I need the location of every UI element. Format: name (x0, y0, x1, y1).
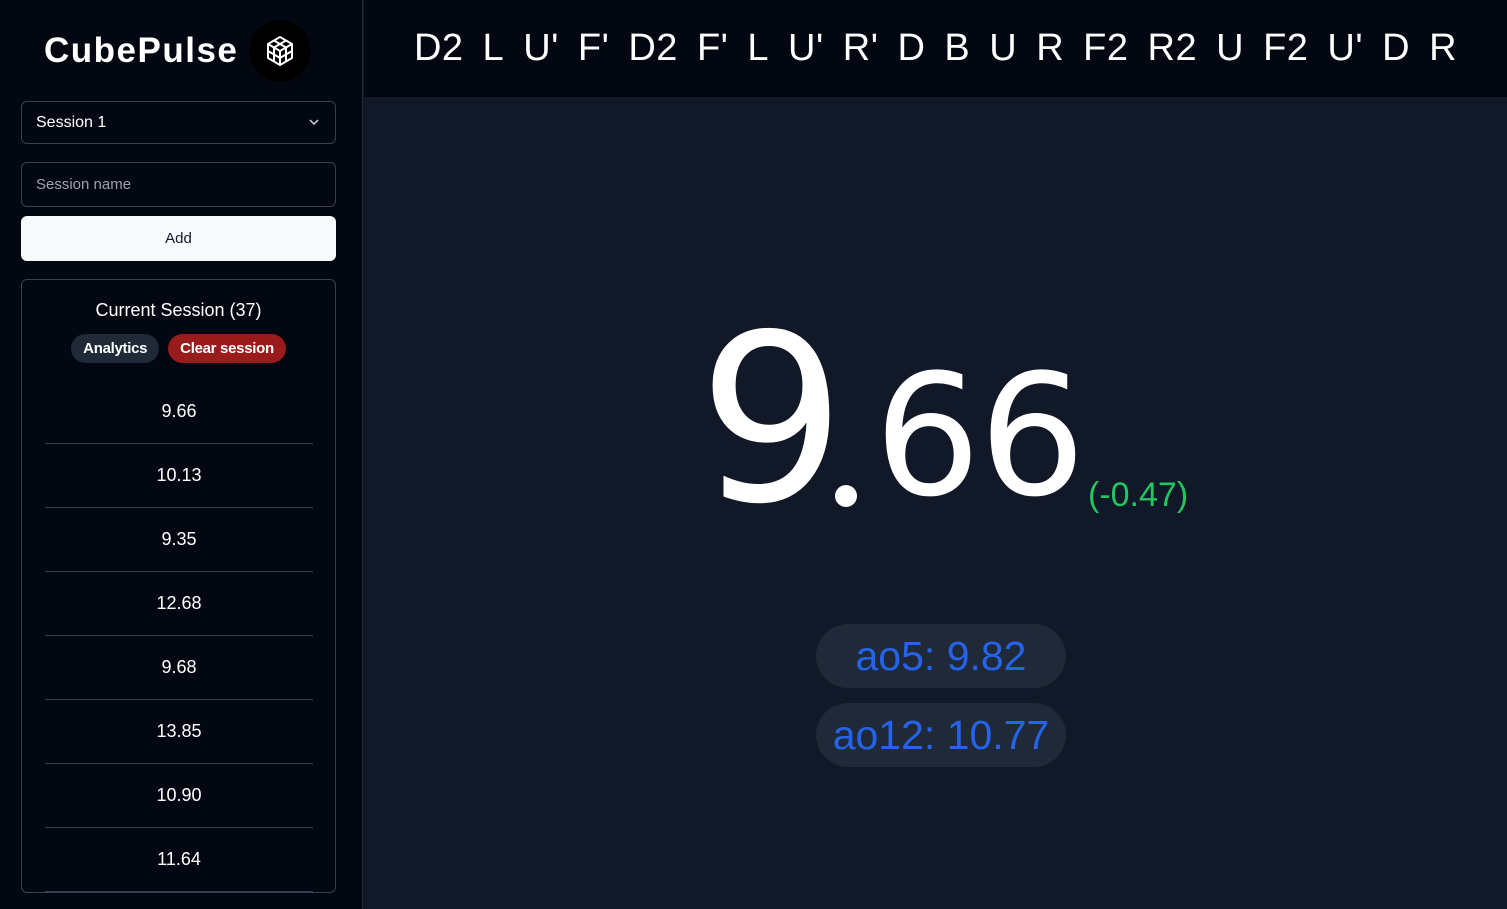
timer-delta: (-0.47) (1088, 476, 1189, 514)
time-row[interactable]: 10.90 (45, 764, 313, 828)
time-row[interactable]: 13.85 (45, 700, 313, 764)
scramble-move: D (1382, 27, 1411, 69)
scramble-move: R' (842, 27, 879, 69)
scramble-move: D (897, 27, 926, 69)
time-row[interactable]: 9.35 (45, 508, 313, 572)
scramble-move: R (1036, 27, 1065, 69)
ao5-average: ao5: 9.82 (816, 624, 1066, 688)
scramble: D2 L U' F' D2 F' L U' R' D B U R F2 R2 U… (414, 27, 1457, 70)
scramble-move: R2 (1147, 27, 1198, 69)
scramble-move: F' (577, 27, 610, 69)
scramble-move: D2 (413, 27, 464, 69)
brand: CubePulse (44, 20, 311, 82)
scramble-move: L (482, 27, 505, 69)
scramble-move: U (989, 27, 1018, 69)
chevron-down-icon (309, 119, 319, 126)
time-row[interactable]: 11.64 (45, 828, 313, 892)
analytics-button[interactable]: Analytics (71, 334, 160, 363)
clear-session-button[interactable]: Clear session (168, 334, 286, 363)
scramble-move: F' (696, 27, 729, 69)
scramble-move: R (1429, 27, 1458, 69)
current-session-title: Current Session (37) (95, 300, 262, 320)
session-actions: Analytics Clear session (22, 334, 335, 363)
cube-icon (267, 36, 293, 66)
timer-decimal-point (835, 485, 857, 507)
time-row[interactable]: 10.13 (45, 444, 313, 508)
current-session-panel: Current Session (37) Analytics Clear ses… (21, 279, 336, 893)
app-name: CubePulse (44, 31, 239, 70)
scramble-move: F2 (1263, 27, 1309, 69)
scramble-move: D2 (628, 27, 678, 69)
scramble-move: U' (1327, 27, 1364, 69)
timer-seconds: 9 (698, 285, 846, 555)
session-select-value: Session 1 (36, 113, 107, 131)
time-row[interactable]: 12.68 (45, 572, 313, 636)
session-name-input[interactable]: Session name (21, 162, 336, 207)
session-name-placeholder: Session name (36, 176, 132, 193)
session-select[interactable]: Session 1 (21, 101, 336, 144)
add-session-button[interactable]: Add (21, 216, 336, 261)
logo (249, 20, 311, 82)
time-row[interactable]: 9.68 (45, 636, 313, 700)
times-list: 9.66 10.13 9.35 12.68 9.68 13.85 10.90 1… (45, 380, 313, 892)
scramble-bar: D2 L U' F' D2 F' L U' R' D B U R F2 R2 U… (364, 0, 1507, 97)
scramble-move: B (944, 27, 971, 69)
scramble-move: U' (523, 27, 559, 69)
sidebar: CubePulse Session 1 Session name Add Cu (0, 0, 363, 909)
scramble-move: U' (788, 27, 824, 69)
scramble-move: L (747, 27, 770, 69)
ao12-average: ao12: 10.77 (816, 703, 1066, 767)
time-row[interactable]: 9.66 (45, 380, 313, 444)
timer-hundredths: 66 (874, 338, 1086, 534)
scramble-move: U (1216, 27, 1245, 69)
scramble-move: F2 (1083, 27, 1129, 69)
